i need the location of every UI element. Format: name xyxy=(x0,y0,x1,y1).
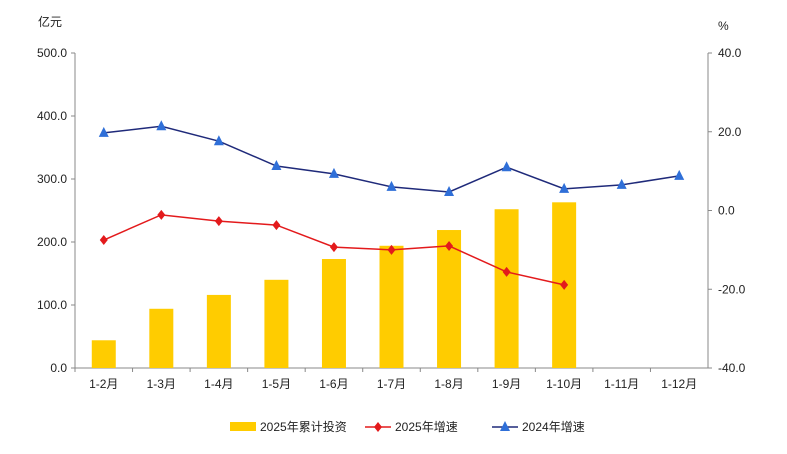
diamond-marker xyxy=(214,216,223,227)
x-tick-label: 1-8月 xyxy=(434,377,463,391)
x-tick-label: 1-9月 xyxy=(492,377,521,391)
diamond-marker xyxy=(157,209,166,220)
x-tick-label: 1-10月 xyxy=(546,377,582,391)
legend-label: 2025年增速 xyxy=(395,420,458,434)
left-tick-label: 200.0 xyxy=(37,235,67,249)
legend-label: 2025年累计投资 xyxy=(260,419,347,434)
x-tick-label: 1-4月 xyxy=(204,377,233,391)
legend-item: 2025年累计投资 xyxy=(230,419,347,434)
bar xyxy=(379,245,404,368)
diamond-marker xyxy=(272,220,281,231)
left-tick-label: 400.0 xyxy=(37,109,67,123)
legend-item: 2024年增速 xyxy=(492,420,585,434)
bar xyxy=(91,340,116,368)
left-tick-label: 500.0 xyxy=(37,46,67,60)
bar xyxy=(321,259,346,368)
triangle-marker xyxy=(501,161,512,172)
right-tick-label: 20.0 xyxy=(718,125,742,139)
legend-item: 2025年增速 xyxy=(365,420,458,434)
x-tick-label: 1-6月 xyxy=(319,377,348,391)
x-tick-label: 1-11月 xyxy=(604,377,639,391)
left-tick-label: 300.0 xyxy=(37,172,67,186)
bar xyxy=(149,308,174,368)
diamond-marker xyxy=(502,266,511,277)
triangle-marker xyxy=(559,182,570,193)
triangle-marker xyxy=(328,167,339,178)
diamond-marker xyxy=(329,242,338,253)
triangle-marker xyxy=(156,120,167,131)
right-tick-label: -40.0 xyxy=(718,361,746,375)
legend-swatch xyxy=(230,422,256,431)
bar xyxy=(264,279,289,368)
x-tick-label: 1-2月 xyxy=(89,377,118,391)
triangle-marker xyxy=(386,180,397,191)
diamond-marker xyxy=(387,244,396,255)
right-tick-label: -20.0 xyxy=(718,282,746,296)
bar xyxy=(437,230,462,368)
diamond-marker xyxy=(99,235,108,246)
triangle-marker xyxy=(616,178,627,189)
left-tick-label: 0.0 xyxy=(50,361,67,375)
left-tick-label: 100.0 xyxy=(37,298,67,312)
triangle-marker xyxy=(213,135,224,146)
triangle-marker xyxy=(674,169,685,180)
bar xyxy=(206,294,231,368)
diamond-marker xyxy=(560,279,569,290)
diamond-marker xyxy=(445,240,454,251)
right-tick-label: 0.0 xyxy=(718,204,735,218)
right-axis-label: % xyxy=(718,19,729,33)
x-tick-label: 1-3月 xyxy=(147,377,176,391)
right-tick-label: 40.0 xyxy=(718,46,742,60)
x-tick-label: 1-5月 xyxy=(262,377,291,391)
triangle-marker xyxy=(444,185,455,196)
bar xyxy=(494,209,519,368)
left-axis-label: 亿元 xyxy=(38,14,62,29)
x-tick-label: 1-7月 xyxy=(377,377,406,391)
legend-label: 2024年增速 xyxy=(522,420,585,434)
diamond-marker xyxy=(374,422,382,432)
triangle-marker xyxy=(271,160,282,171)
x-tick-label: 1-12月 xyxy=(661,377,697,391)
triangle-marker xyxy=(500,421,510,431)
triangle-marker xyxy=(98,126,109,137)
